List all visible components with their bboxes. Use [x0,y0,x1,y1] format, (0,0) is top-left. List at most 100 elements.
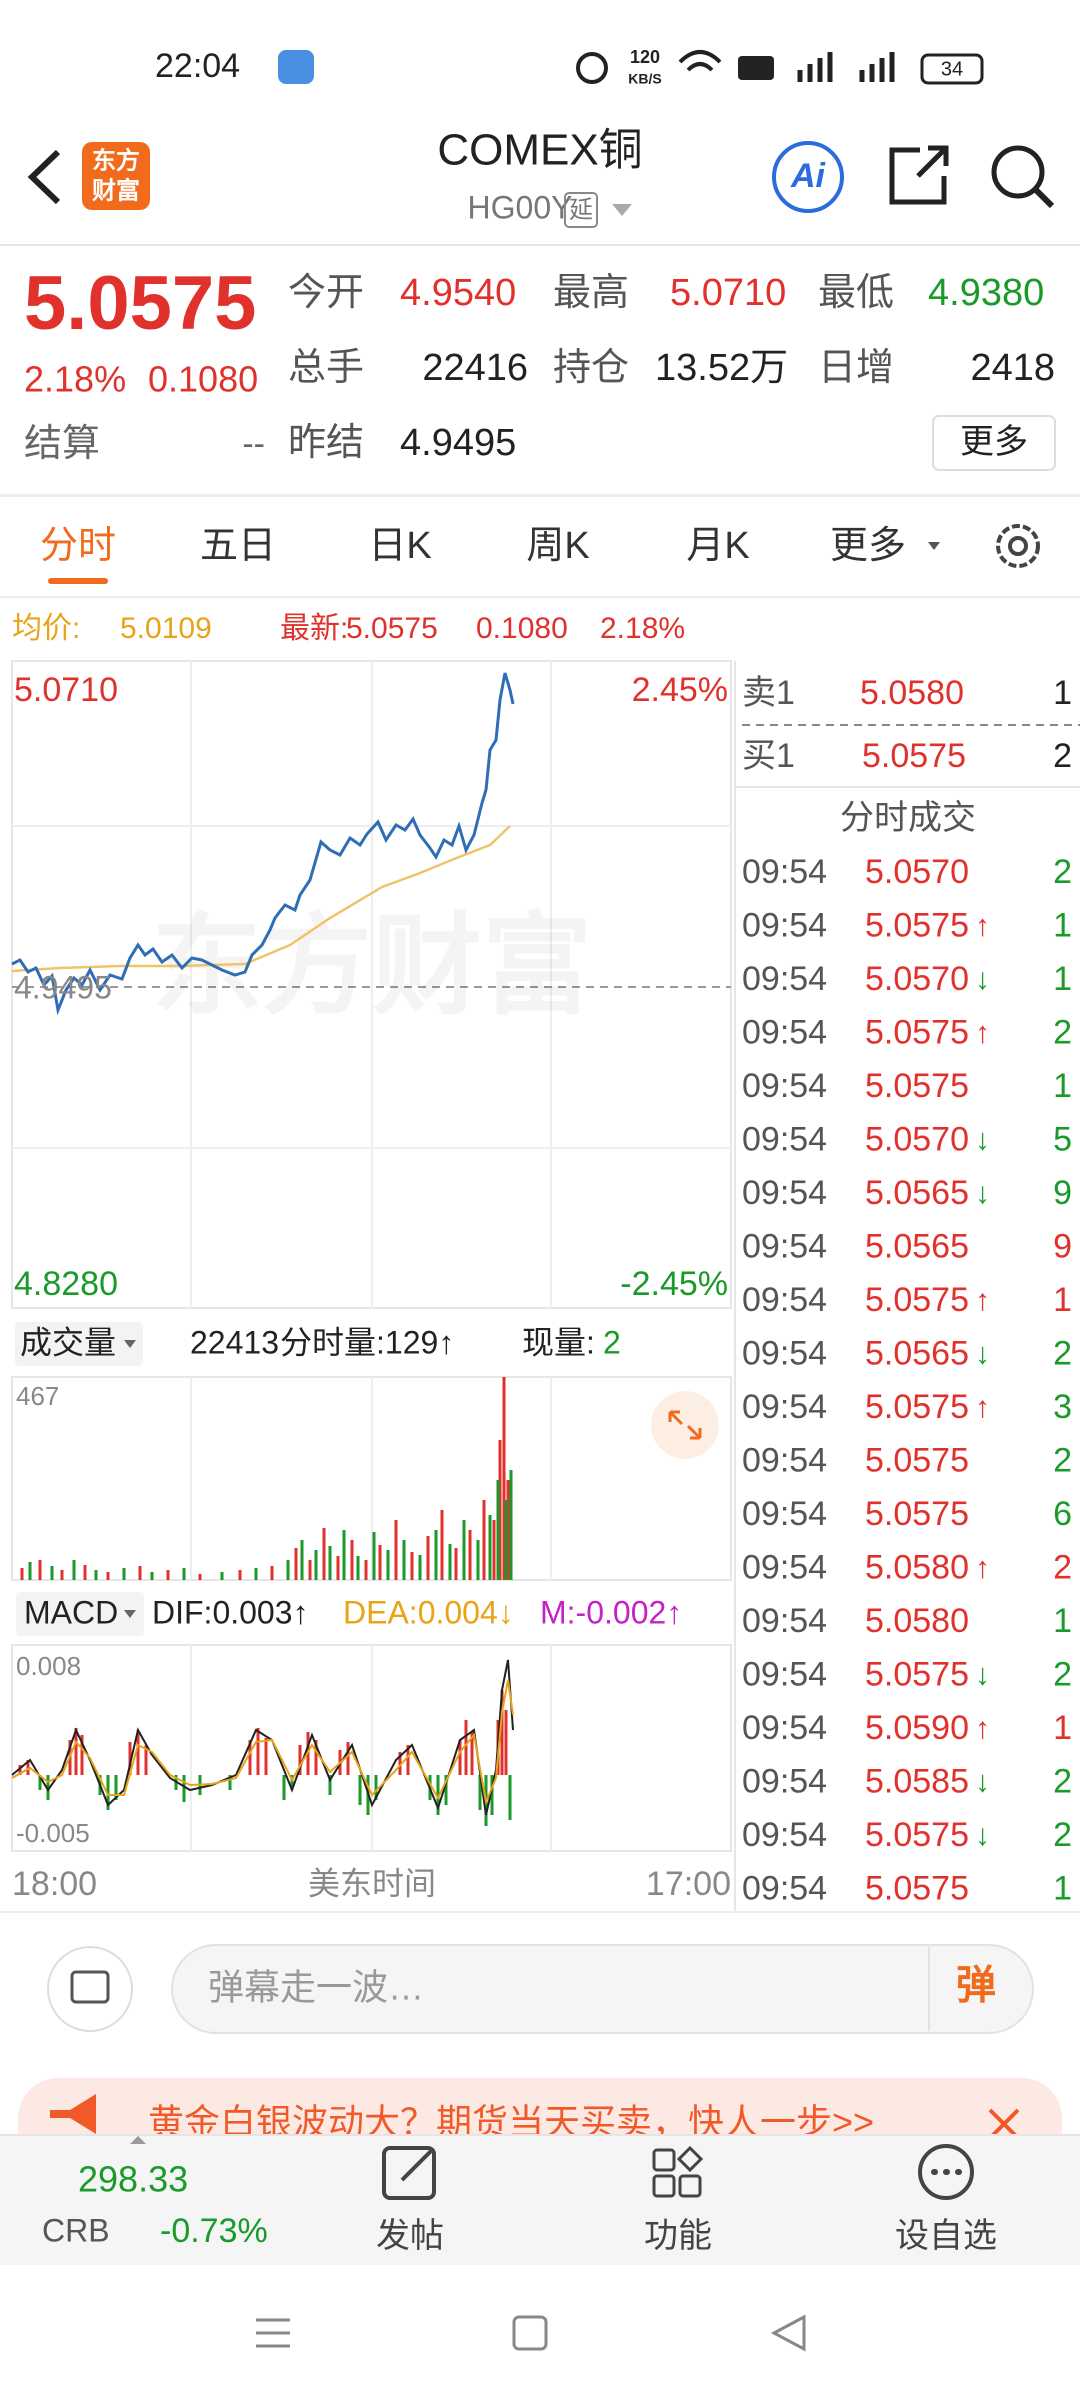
trade-price: 5.0575 [865,1441,969,1479]
current-volume-label: 现量: [522,1324,595,1360]
field-value: 4.9495 [400,422,516,464]
last-price: 5.0575 [24,261,256,346]
trade-volume: 1 [1053,906,1072,944]
field-value: 13.52万 [655,347,788,389]
ad-banner[interactable] [18,2078,1062,2168]
volume-max: 467 [16,1381,59,1411]
expand-button[interactable] [651,1391,719,1459]
trade-volume: 2 [1053,1816,1072,1854]
danmaku-icon [70,1970,110,2004]
volume-selector[interactable] [15,1322,143,1366]
price-line [11,672,515,1016]
sell-price: 5.0580 [860,674,964,712]
trade-price: 5.0575 [865,1013,969,1051]
trade-arrow: ↓ [975,1819,990,1852]
macd-m: M:-0.002↑ [540,1594,682,1630]
search-button[interactable] [991,145,1045,199]
change: 0.1080 [148,359,258,400]
ad-close[interactable] [988,2108,1020,2138]
func-icon [678,2174,702,2198]
trade-arrow: ↑ [975,1551,990,1584]
nav-item[interactable]: 发帖 [376,2217,444,2255]
latest-label: 最新: [280,612,348,645]
trade-price: 5.0580 [865,1602,969,1640]
index-caret [130,2136,146,2144]
trade-time: 09:54 [742,1816,827,1854]
trade-volume: 9 [1053,1174,1072,1212]
settle-value: -- [242,425,265,463]
trade-volume: 1 [1053,1067,1072,1105]
field-label: 日增 [818,347,894,389]
battery-level: 34 [941,58,963,80]
trade-volume: 2 [1053,1334,1072,1372]
sys-menu[interactable] [256,2318,290,2348]
trade-price: 5.0575 [865,1655,969,1693]
tab[interactable]: 日K [368,525,431,567]
tab[interactable]: 周K [526,525,589,567]
buy-price: 5.0575 [862,737,966,775]
trade-price: 5.0575 [865,1816,969,1854]
danmaku-send[interactable]: 弹 [956,1964,996,2008]
danmaku-placeholder: 弹幕走一波… [208,1967,424,2008]
sys-home[interactable] [512,2315,548,2351]
danmaku-toggle[interactable] [47,1946,133,2032]
danmaku-input[interactable] [171,1944,1034,2034]
trade-volume: 3 [1053,1388,1072,1426]
app-logo[interactable] [82,142,150,210]
trade-price: 5.0575 [865,906,969,944]
indicator-selector[interactable] [16,1592,144,1636]
hd-icon [738,56,774,80]
trade-volume: 1 [1053,960,1072,998]
tab[interactable]: 分时 [40,525,116,567]
trade-arrow: ↑ [975,1712,990,1745]
trade-price: 5.0565 [865,1334,969,1372]
trade-price: 5.0570 [865,853,969,891]
nav-item[interactable]: 设自选 [895,2217,997,2255]
nav-item[interactable]: 功能 [644,2217,712,2255]
sys-back[interactable] [770,2314,806,2352]
current-volume: 2 [603,1324,621,1360]
crb-change: -0.73% [160,2212,268,2250]
trade-price: 5.0565 [865,1227,969,1265]
ai-button[interactable] [772,141,844,213]
ad-icon [50,2094,96,2134]
code-dropdown[interactable] [612,204,632,216]
trade-price: 5.0575 [865,1388,969,1426]
axis-zone: 美东时间 [308,1865,436,1901]
crb-name: CRB [42,2212,110,2248]
trade-volume: 6 [1053,1495,1072,1533]
macd-dif: DIF:0.003↑ [152,1594,309,1630]
tab[interactable]: 月K [686,525,749,567]
trades-title: 分时成交 [840,799,976,837]
expand-icon [668,1410,702,1440]
tab[interactable]: 更多 [830,525,906,567]
settings-button[interactable] [996,524,1040,568]
volume-total: 22413 [190,1324,279,1360]
macd-dea: DEA:0.004↓ [343,1594,514,1630]
trade-arrow: ↑ [975,1391,990,1424]
tab[interactable]: 五日 [200,525,276,567]
trade-time: 09:54 [742,1655,827,1693]
divider [928,1947,930,2031]
search-handle [1033,187,1055,209]
more-button[interactable] [932,415,1056,471]
bottom-nav [0,2134,1080,2265]
signal-4g [797,52,833,82]
trade-time: 09:54 [742,1762,827,1800]
back-button[interactable] [27,149,61,205]
trade-arrow: ↓ [975,1765,990,1798]
trade-price: 5.0580 [865,1548,969,1586]
field-label: 今开 [288,272,364,314]
volume-bars-down [28,1470,513,1580]
post-pen [400,2148,434,2182]
share-button[interactable] [889,145,949,205]
func-icon [652,2148,676,2172]
trade-price: 5.0570 [865,1120,969,1158]
trade-time: 09:54 [742,1869,827,1907]
trade-price: 5.0575 [865,1281,969,1319]
settle-label: 结算 [24,423,100,465]
dropdown-caret [124,1610,136,1618]
trade-time: 09:54 [742,1709,827,1747]
more-label: 更多 [960,423,1028,461]
